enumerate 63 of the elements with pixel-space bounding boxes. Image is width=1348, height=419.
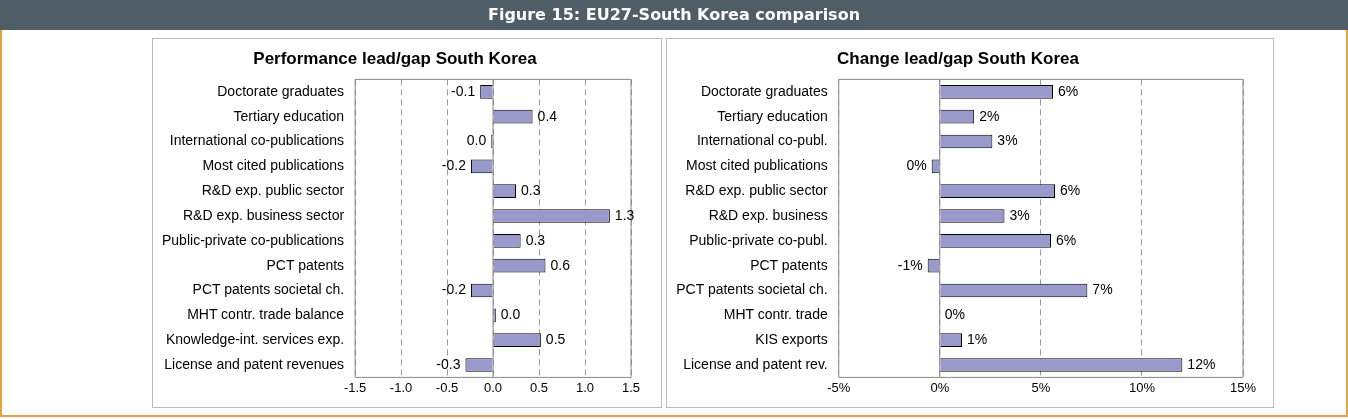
y-tick-label: PCT patents <box>266 256 345 273</box>
x-tick-label: 10% <box>1128 379 1156 395</box>
y-tick-label: Tertiary education <box>233 107 345 124</box>
y-tick-label: Knowledge-int. services exp. <box>165 331 345 348</box>
x-tick-label: -0.5 <box>435 379 459 395</box>
data-label: -1% <box>897 256 923 273</box>
data-label: 6% <box>1060 182 1081 199</box>
y-tick-label: Most cited publications <box>686 157 828 174</box>
data-label: -0.1 <box>451 82 476 99</box>
data-label: 12% <box>1187 355 1216 372</box>
y-tick-label: MHT contr. trade balance <box>187 306 345 323</box>
x-tick-label: 0.5 <box>529 379 549 395</box>
y-tick-label: PCT patents societal ch. <box>192 281 345 298</box>
data-label: 0% <box>944 306 966 323</box>
data-label: 2% <box>979 107 1000 124</box>
y-tick-label: Doctorate graduates <box>700 82 828 99</box>
data-label: 1.3 <box>614 206 635 223</box>
y-tick-label: License and patent rev. <box>683 355 828 372</box>
y-tick-label: Public-private co-publications <box>162 231 345 248</box>
data-label: 0.4 <box>537 107 558 124</box>
y-tick-label: International co-publ. <box>696 132 828 149</box>
y-tick-label: R&D exp. public sector <box>201 182 345 199</box>
y-tick-label: R&D exp. business <box>708 206 828 223</box>
data-label: 0.0 <box>466 132 487 149</box>
x-tick-label: 0% <box>930 379 950 395</box>
y-tick-label: R&D exp. business sector <box>183 206 345 223</box>
x-tick-label: 0.0 <box>484 379 503 395</box>
chart-title: Performance lead/gap South Korea <box>253 48 538 68</box>
y-tick-label: International co-publications <box>169 132 345 149</box>
y-tick-label: License and patent revenues <box>164 355 345 372</box>
data-label: 0.3 <box>521 182 541 199</box>
data-label: -0.2 <box>441 157 467 174</box>
x-tick-label: 15% <box>1229 379 1257 395</box>
caption: Figure 15: EU27-South Korea comparison <box>0 0 1348 30</box>
x-tick-label: 1.5 <box>621 379 641 395</box>
y-tick-label: PCT patents <box>750 256 828 273</box>
data-label: 6% <box>1058 82 1079 99</box>
y-tick-label: KIS exports <box>755 331 828 348</box>
data-label: 0.0 <box>500 306 521 323</box>
y-tick-label: Doctorate graduates <box>217 82 345 99</box>
chart-title: Change lead/gap South Korea <box>837 48 1080 68</box>
x-tick-label: -5% <box>827 379 851 395</box>
data-label: 6% <box>1055 231 1077 248</box>
data-label: 0.3 <box>525 231 546 248</box>
y-tick-label: Tertiary education <box>717 107 828 124</box>
data-label: 0.6 <box>550 256 571 273</box>
data-label: 3% <box>1009 206 1030 223</box>
x-tick-label: 5% <box>1031 379 1051 395</box>
data-label: 7% <box>1092 281 1113 298</box>
x-tick-label: -1.0 <box>389 379 413 395</box>
data-label: 0% <box>906 157 927 174</box>
x-tick-label: -1.5 <box>343 379 367 395</box>
data-label: 1% <box>967 331 988 348</box>
y-tick-label: MHT contr. trade <box>723 306 828 323</box>
x-tick-label: 1.0 <box>575 379 595 395</box>
y-tick-label: R&D exp. public sector <box>685 182 829 199</box>
y-tick-label: PCT patents societal ch. <box>676 281 828 298</box>
data-label: -0.3 <box>436 355 461 372</box>
y-tick-label: Public-private co-publ. <box>689 231 828 248</box>
data-label: -0.2 <box>441 281 467 298</box>
data-label: 3% <box>997 132 1018 149</box>
data-label: 0.5 <box>545 331 566 348</box>
y-tick-label: Most cited publications <box>202 157 345 174</box>
